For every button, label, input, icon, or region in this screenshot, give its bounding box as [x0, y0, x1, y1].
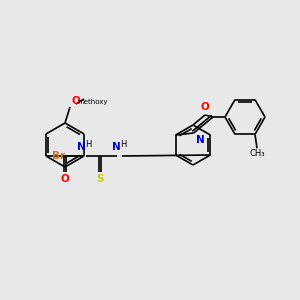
Text: H: H — [120, 140, 126, 149]
Text: O: O — [61, 174, 69, 184]
Text: O: O — [71, 96, 80, 106]
Text: methoxy: methoxy — [77, 99, 107, 105]
Text: Br: Br — [52, 151, 65, 161]
Text: N: N — [76, 142, 85, 152]
Text: H: H — [85, 140, 91, 149]
Text: CH₃: CH₃ — [249, 149, 265, 158]
Text: N: N — [196, 135, 204, 145]
Text: O: O — [201, 102, 209, 112]
Text: S: S — [96, 174, 104, 184]
Text: N: N — [112, 142, 120, 152]
